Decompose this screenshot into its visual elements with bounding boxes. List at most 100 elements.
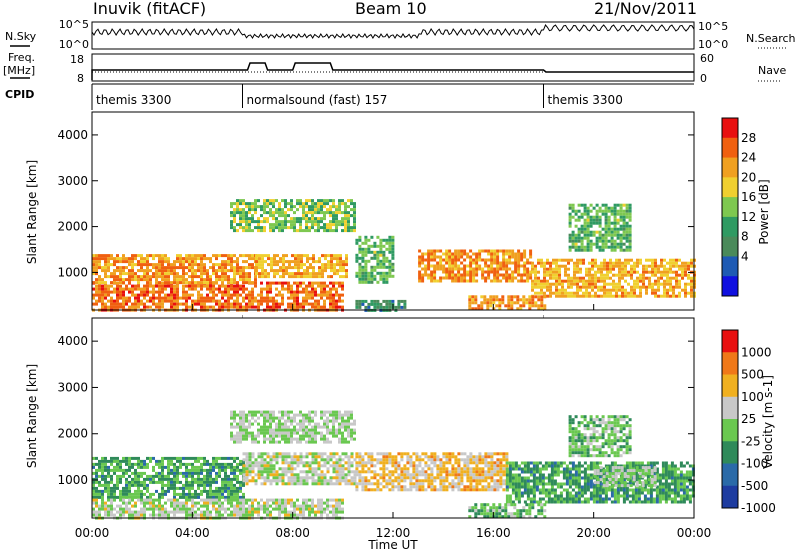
heatmap-cell [412,485,416,489]
heatmap-cell [179,501,182,505]
heatmap-cell [245,275,248,279]
heatmap-cell [406,488,410,492]
heatmap-cell [342,266,345,270]
heatmap-cell [418,264,422,268]
heatmap-cell [469,264,473,268]
heatmap-cell [185,510,188,514]
heatmap-cell [329,452,333,456]
heatmap-cell [663,273,666,277]
heatmap-cell [612,267,615,271]
heatmap-cell [209,501,212,505]
heatmap-cell [257,507,260,511]
heatmap-cell [284,498,287,502]
heatmap-cell [158,290,161,294]
heatmap-cell [305,296,308,300]
heatmap-cell [134,477,137,481]
heatmap-cell [571,245,575,249]
heatmap-cell [167,486,170,490]
heatmap-cell [170,296,173,300]
heatmap-cell [540,307,544,311]
heatmap-cell [308,205,311,209]
heatmap-cell [255,269,258,273]
heatmap-cell [355,467,359,471]
heatmap-cell [457,479,461,483]
heatmap-cell [188,480,191,484]
heatmap-cell [263,507,266,511]
heatmap-cell [182,456,185,460]
heatmap-cell [167,474,170,478]
heatmap-cell [329,229,332,233]
heatmap-cell [619,212,623,216]
heatmap-cell [248,425,251,429]
heatmap-cell [233,269,236,273]
heatmap-cell [95,284,98,288]
heatmap-cell [173,293,176,297]
heatmap-cell [505,276,509,280]
heatmap-cell [293,507,296,511]
heatmap-cell [436,458,440,462]
heatmap-cell [233,477,236,481]
heatmap-cell [502,482,506,486]
heatmap-cell [290,479,294,483]
heatmap-cell [293,501,296,505]
heatmap-cell [287,452,291,456]
heatmap-cell [110,305,113,309]
heatmap-cell [609,261,612,265]
heatmap-cell [224,456,227,460]
heatmap-cell [257,422,260,426]
heatmap-cell [206,489,209,493]
heatmap-cell [409,464,413,468]
heatmap-cell [487,252,491,256]
heatmap-cell [206,296,209,300]
heatmap-cell [266,479,270,483]
heatmap-cell [619,236,623,240]
heatmap-cell [236,477,239,481]
heatmap-cell [329,455,333,459]
heatmap-cell [230,480,233,484]
heatmap-cell [260,214,263,218]
heatmap-cell [272,507,275,511]
heatmap-cell [131,510,134,514]
heatmap-cell [353,479,357,483]
heatmap-cell [176,254,179,258]
heatmap-cell [448,276,452,280]
heatmap-cell [161,302,164,306]
heatmap-cell [573,294,576,298]
heatmap-cell [460,479,464,483]
heatmap-cell [92,465,95,469]
heatmap-cell [493,470,497,474]
heatmap-cell [155,254,158,258]
heatmap-cell [320,476,324,480]
heatmap-cell [454,455,458,459]
heatmap-cell [543,282,546,286]
heatmap-cell [320,464,324,468]
heatmap-cell [98,275,101,279]
heatmap-cell [221,495,224,499]
heatmap-cell [266,464,270,468]
heatmap-cell [287,425,290,429]
heatmap-cell [107,513,110,517]
heatmap-cell [194,284,197,288]
heatmap-cell [588,279,591,283]
heatmap-cell [442,470,446,474]
heatmap-cell [227,275,230,279]
heatmap-cell [478,258,482,262]
heatmap-cell [116,290,119,294]
heatmap-cell [648,270,651,274]
heatmap-cell [475,261,479,265]
heatmap-cell [534,301,538,305]
heatmap-cell [296,284,299,288]
heatmap-cell [625,203,629,207]
heatmap-cell [361,280,365,284]
heatmap-cell [391,253,395,257]
heatmap-cell [598,233,602,237]
heatmap-cell [101,266,104,270]
heatmap-cell [430,473,434,477]
heatmap-cell [254,510,257,514]
heatmap-cell [370,476,374,480]
heatmap-cell [320,458,324,462]
heatmap-cell [107,468,110,472]
heatmap-cell [158,471,161,475]
heatmap-cell [338,299,341,303]
heatmap-cell [164,260,167,264]
